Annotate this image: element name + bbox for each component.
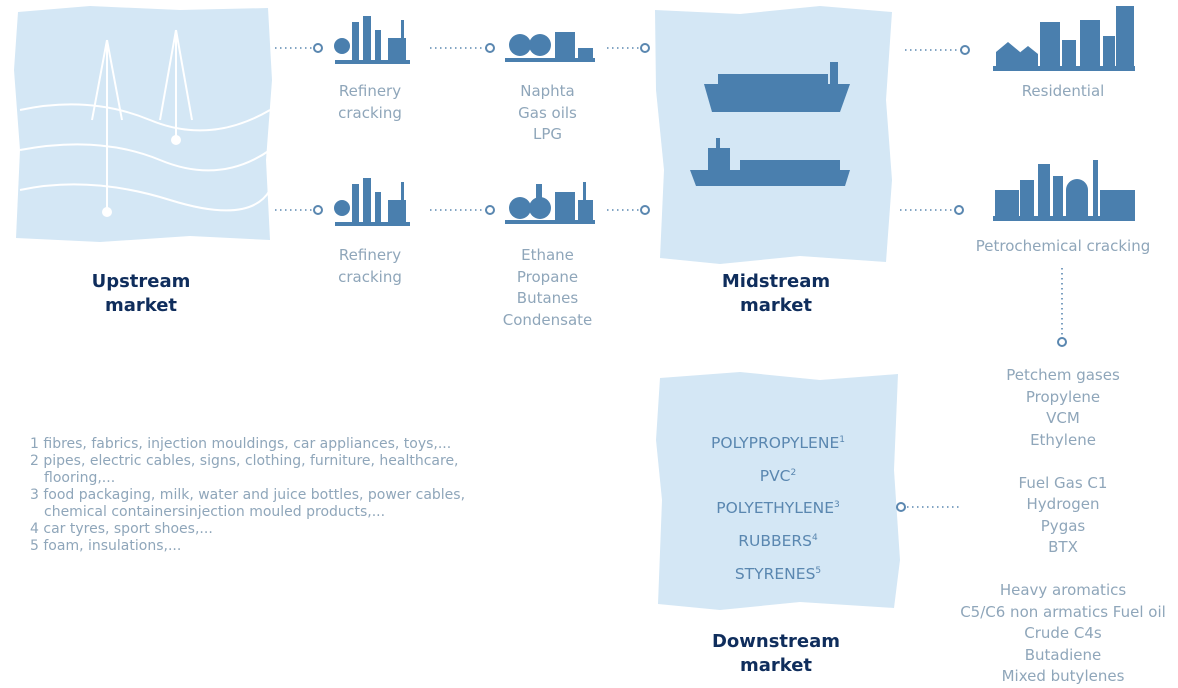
product: BTX: [1048, 538, 1078, 556]
product-name: STYRENES: [734, 564, 816, 583]
footnotes: 1 fibres, fabrics, injection mouldings, …: [30, 436, 510, 555]
footnote-number: 5: [30, 538, 39, 554]
process: Refinery cracking: [338, 246, 402, 286]
product: Ethane: [521, 246, 574, 264]
product: VCM: [1046, 409, 1080, 427]
product-note: 5: [815, 565, 822, 576]
product: Pygas: [1040, 516, 1086, 535]
product-note: 1: [839, 435, 845, 445]
product-name: RUBBERS: [738, 532, 813, 551]
product: Mixed butylenes: [1001, 667, 1125, 685]
footnote: 2 pipes, electric cables, signs, clothin…: [30, 453, 510, 487]
footnote-number: 2: [30, 453, 39, 469]
product: Propane: [516, 267, 579, 286]
downstream-label: Downstream market: [711, 631, 841, 676]
product-list: Ethane Propane Butanes Condensate: [480, 245, 615, 331]
product: Crude C4s: [1024, 624, 1102, 642]
footnote: 3 food packaging, milk, water and juice …: [30, 487, 510, 521]
product-name: POLYPROPYLENE: [711, 434, 840, 453]
product: Butadiene: [1024, 645, 1102, 664]
footnote-text: fibres, fabrics, injection mouldings, ca…: [43, 436, 452, 452]
downstream-blob: [656, 372, 900, 610]
downstream-product: POLYPROPYLENE1: [660, 426, 896, 459]
midstream-label: Midstream market: [721, 271, 831, 316]
product-name: POLYETHYLENE: [716, 499, 835, 518]
product: Gas oils: [518, 103, 577, 122]
downstream-product: POLYETHYLENE3: [660, 491, 896, 524]
product-name: PVC: [759, 466, 791, 485]
product-group: Heavy aromatics C5/C6 non armatics Fuel o…: [948, 580, 1178, 688]
process: Refinery cracking: [338, 82, 402, 122]
midstream-blob: [655, 6, 892, 264]
product-group: Fuel Gas C1 Hydrogen Pygas BTX: [948, 473, 1178, 559]
product-note: 2: [790, 467, 797, 478]
product: Petchem gases: [1006, 366, 1120, 384]
upstream-blob: [14, 6, 272, 242]
product: C5/C6 non armatics Fuel oil: [960, 602, 1166, 621]
footnote-text: pipes, electric cables, signs, clothing,…: [43, 453, 459, 486]
product-list: Naphta Gas oils LPG: [480, 81, 615, 146]
footnote-number: 1: [30, 436, 39, 452]
product-note: 4: [812, 532, 818, 543]
footnote-number: 3: [30, 487, 39, 503]
footnote: 5 foam, insulations,...: [30, 538, 510, 555]
downstream-product: STYRENES5: [660, 557, 896, 590]
product: Naphta: [520, 82, 575, 100]
product: Butanes: [516, 289, 579, 307]
footnote: 4 car tyres, sport shoes,...: [30, 521, 510, 538]
product: Hydrogen: [1026, 495, 1100, 513]
product: Propylene: [1025, 387, 1101, 406]
oil-field: [19, 29, 271, 217]
product: Fuel Gas C1: [1018, 473, 1108, 492]
footnote-number: 4: [30, 521, 39, 537]
petrochem-products: Petchem gases Propylene VCM Ethylene Fuel Ga…: [948, 365, 1178, 688]
product: LPG: [532, 125, 563, 143]
downstream-product: PVC2: [660, 459, 896, 492]
product: Heavy aromatics: [999, 581, 1127, 599]
product-group: Petchem gases Propylene VCM Ethylene: [948, 365, 1178, 451]
downstream-product: RUBBERS4: [660, 524, 896, 557]
product: Ethylene: [1030, 430, 1096, 449]
downstream-products: POLYPROPYLENE1 PVC2 POLYETHYLENE3 RUBBERS4 S…: [660, 426, 896, 589]
footnote-text: car tyres, sport shoes,...: [43, 521, 213, 537]
outlet: Residential: [1021, 82, 1105, 100]
product-note: 3: [834, 500, 840, 511]
footnote-text: foam, insulations,...: [43, 538, 182, 554]
outlet: Petrochemical cracking: [975, 237, 1151, 255]
upstream-label: Upstream market: [91, 271, 191, 316]
connectors: [275, 43, 1067, 512]
product: Condensate: [502, 310, 593, 329]
footnote-text: food packaging, milk, water and juice bo…: [43, 487, 466, 520]
icons: [334, 6, 1135, 226]
footnote: 1 fibres, fabrics, injection mouldings, …: [30, 436, 510, 453]
